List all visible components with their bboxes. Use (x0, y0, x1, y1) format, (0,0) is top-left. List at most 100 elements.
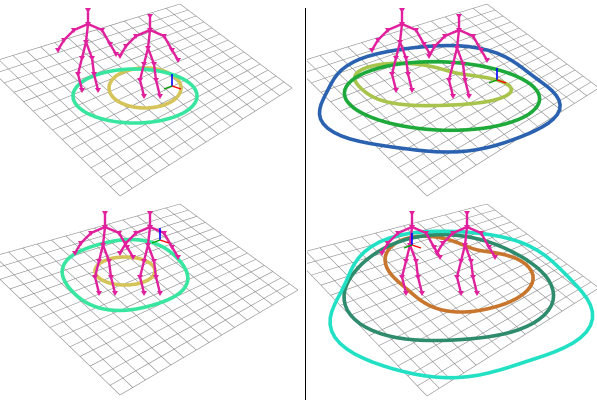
skeleton-bone (404, 56, 410, 76)
grid-line (0, 203, 181, 255)
skeleton-joint-marker (470, 275, 476, 280)
grid-line (426, 88, 597, 197)
skeleton-bone (398, 22, 404, 44)
skeleton-joint-marker (123, 241, 129, 246)
panel-bottom-left-canvas (0, 203, 298, 396)
skeleton-joint-marker (460, 62, 466, 67)
skeleton-joint-marker (403, 291, 409, 296)
skeleton-bone (463, 78, 471, 98)
skeleton-joint-marker (175, 58, 181, 63)
skeleton-joint-marker (85, 8, 91, 13)
skeleton-bone (101, 243, 111, 263)
grid-line (417, 81, 592, 187)
skeleton-joint-marker (175, 255, 181, 260)
skeleton-joint-marker (151, 62, 157, 67)
panel-top-right (307, 0, 597, 200)
skeleton-bone (461, 62, 467, 82)
skeleton-joint-marker (440, 241, 446, 246)
grid-line (90, 69, 269, 168)
skeleton-joint-marker (117, 54, 123, 59)
skeleton-joint-marker (145, 243, 151, 248)
grid-line (359, 245, 544, 326)
skeleton-joint-marker (446, 78, 452, 83)
skeleton-joint-marker (432, 44, 438, 49)
skeleton-joint-marker (157, 94, 163, 99)
skeleton-bone (400, 259, 408, 279)
grid-line (472, 207, 587, 296)
skeleton-joint-marker (147, 28, 153, 33)
contour-inner (352, 61, 514, 108)
skeleton-bone (146, 225, 152, 247)
skeleton-bone (154, 78, 162, 98)
skeleton-joint-marker (100, 243, 106, 248)
skeleton-bone (100, 28, 112, 46)
grid-line (124, 20, 244, 120)
skeleton-bone (142, 243, 150, 263)
skeleton-bone (455, 275, 463, 295)
axis-y-line (403, 244, 413, 249)
skeleton-bone (459, 243, 467, 263)
skeleton-joint-marker (450, 231, 456, 236)
skeleton-joint-marker (137, 275, 143, 280)
skeleton-joint-marker (91, 72, 97, 77)
skeleton-bone (84, 40, 94, 60)
contour-outer (317, 43, 562, 154)
skeleton-bone (109, 275, 117, 295)
skeleton-bone (469, 259, 475, 279)
skeleton-joint-marker (145, 46, 151, 51)
grid-line (49, 246, 240, 328)
axis-y-line (163, 85, 173, 90)
grid-line (403, 225, 526, 335)
skeleton-joint-marker (419, 291, 425, 296)
skeleton-bone (451, 46, 459, 66)
skeleton-joint-marker (393, 56, 399, 61)
skeleton-joint-marker (399, 22, 405, 27)
skeleton-bone (162, 231, 174, 249)
grid-line (458, 12, 575, 104)
origin-axis-gizmo (163, 74, 182, 90)
skeleton-joint-marker (141, 259, 147, 264)
skeleton-joint-marker (395, 231, 401, 236)
skeleton-bone (406, 72, 414, 92)
grid-line (397, 69, 576, 168)
panel-top-left (0, 0, 298, 200)
skeleton-joint-marker (124, 245, 130, 250)
skeleton-joint-marker (492, 255, 498, 260)
contour-middle (342, 59, 542, 133)
skeleton-bone (394, 40, 402, 60)
skeleton-joint-marker (454, 275, 460, 280)
skeleton-bone (152, 259, 158, 279)
axis-x-line (496, 79, 507, 84)
axis-x-line (159, 239, 170, 244)
skeleton-bone (93, 275, 101, 295)
contour-inner (383, 234, 535, 314)
skeleton-joint-marker (385, 28, 391, 33)
grid-line (81, 63, 261, 159)
skeleton-joint-marker (102, 225, 108, 230)
panel-top-left-canvas (0, 3, 293, 197)
skeleton-bone (101, 225, 107, 247)
skeleton-joint-marker (458, 291, 464, 296)
grid-line (62, 51, 245, 140)
character-skeleton (379, 211, 443, 296)
skeleton-joint-marker (153, 275, 159, 280)
skeleton-bone (471, 275, 479, 295)
skeleton-bone (447, 62, 455, 82)
character-skeleton (117, 211, 181, 296)
axis-y-line (151, 239, 161, 244)
skeleton-joint-marker (385, 241, 391, 246)
skeleton-bone (455, 46, 465, 66)
skeleton-joint-marker (169, 245, 175, 250)
skeleton-joint-marker (99, 28, 105, 33)
skeleton-bone (463, 243, 473, 263)
skeleton-bone (455, 28, 461, 50)
skeleton-bone (479, 231, 491, 249)
grid-line (486, 203, 597, 287)
skeleton-joint-marker (147, 14, 153, 19)
character-skeleton (434, 211, 498, 296)
skeleton-bone (138, 259, 146, 279)
skeleton-joint-marker (464, 211, 470, 216)
skeleton-joint-marker (413, 259, 419, 264)
skeleton-joint-marker (75, 72, 81, 77)
skeleton-joint-marker (409, 225, 415, 230)
